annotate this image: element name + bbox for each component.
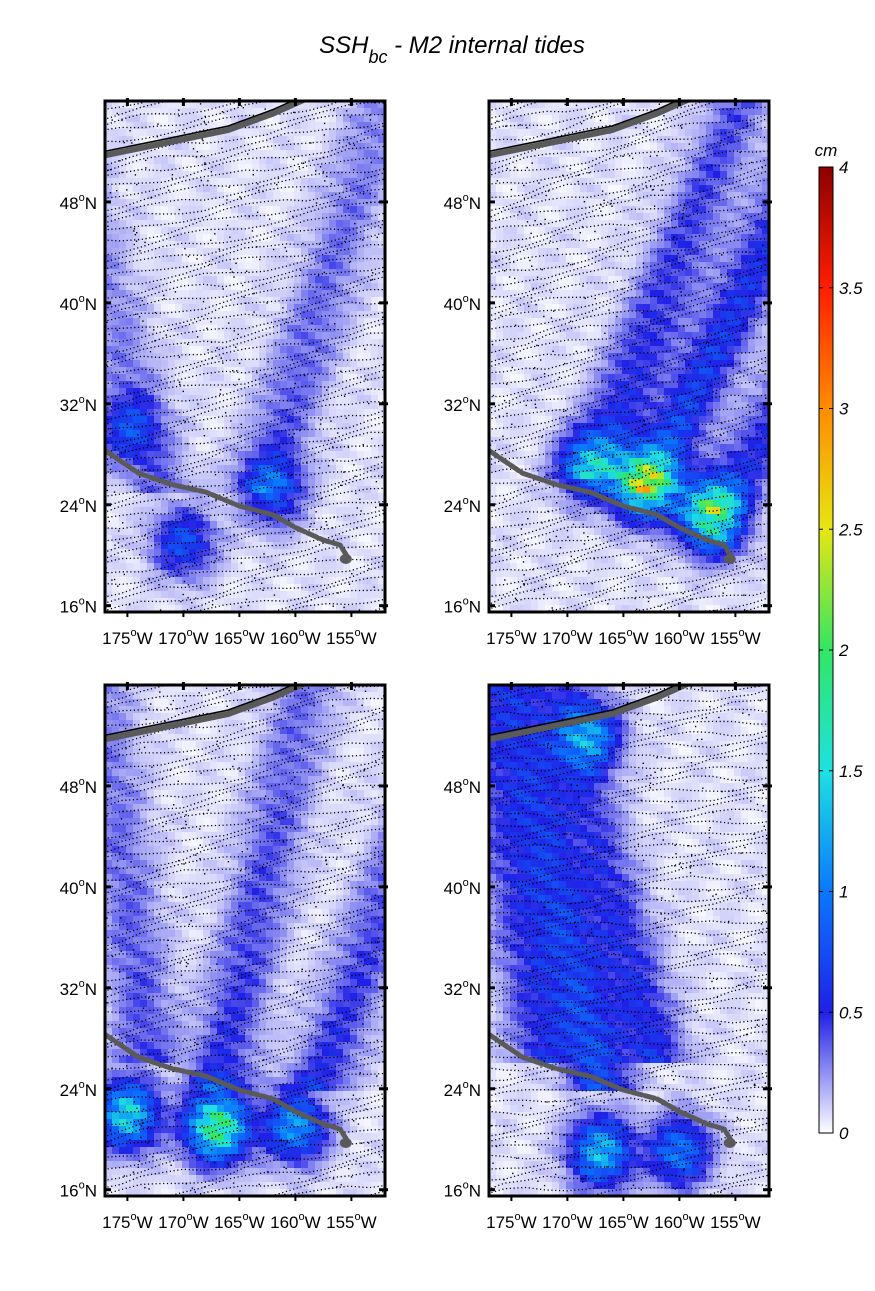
x-tick-label: 160oW [654,627,705,648]
map-panel-top-left: 16oN 24oN 32oN 40oN 48oN 175oW 170oW 165oW 160oW… [60,23,390,742]
x-tick-label: 170oW [542,1211,593,1232]
y-tick-label: 40oN [444,293,481,314]
x-tick-label: 170oW [158,1211,209,1232]
y-tick-label: 24oN [60,495,97,516]
y-tick-label: 48oN [444,192,481,213]
colorbar-tick-label: 2 [838,641,849,660]
figure-title-rest: - M2 internal tides [387,32,584,59]
colorbar-tick-label: 2.5 [838,520,863,539]
y-tick-label: 32oN [444,978,481,999]
x-tick-label: 160oW [270,627,321,648]
map-panel-bottom-right: 16oN 24oN 32oN 40oN 48oN 175oW 170oW 165oW 160oW… [444,633,774,1291]
x-tick-label: 170oW [542,627,593,648]
island-hawaii [724,1138,736,1148]
y-tick-label: 32oN [60,978,97,999]
colorbar-tick-label: 1 [839,883,848,902]
colorbar-tick-label: 0.5 [839,1003,863,1022]
y-tick-label: 16oN [444,1180,481,1201]
y-tick-label: 40oN [444,877,481,898]
x-tick-label: 175oW [102,627,153,648]
y-tick-label: 16oN [444,596,481,617]
x-tick-label: 165oW [214,627,265,648]
y-tick-label: 48oN [444,776,481,797]
colorbar-tick-label: 3.5 [839,279,863,298]
x-tick-label: 155oW [710,1211,761,1232]
colorbar: cm 0 0.5 1 1.5 2 2.5 3 3.5 4 [815,141,864,1143]
figure-title-subscript: bc [368,47,387,67]
x-tick-label: 170oW [158,627,209,648]
figure-title: SSHbc - M2 internal tides [319,32,585,67]
x-tick-label: 155oW [710,627,761,648]
x-tick-label: 175oW [486,627,537,648]
x-tick-label: 155oW [326,1211,377,1232]
x-tick-label: 165oW [214,1211,265,1232]
x-tick-label: 155oW [326,627,377,648]
map-field [100,605,390,1291]
map-field [484,633,774,1291]
island-hawaii [340,554,352,564]
y-tick-label: 16oN [60,596,97,617]
island-hawaii [724,554,736,564]
x-tick-label: 160oW [270,1211,321,1232]
colorbar-tick-label: 0 [839,1124,849,1143]
y-tick-label: 40oN [60,877,97,898]
y-tick-label: 32oN [60,394,97,415]
y-tick-label: 32oN [444,394,481,415]
y-tick-label: 24oN [60,1079,97,1100]
colorbar-tick-label: 3 [839,400,849,419]
x-tick-label: 175oW [486,1211,537,1232]
figure-title-main: SSH [319,32,369,59]
y-tick-label: 40oN [60,293,97,314]
y-tick-label: 24oN [444,1079,481,1100]
y-tick-label: 24oN [444,495,481,516]
island-hawaii [340,1138,352,1148]
y-tick-label: 16oN [60,1180,97,1201]
colorbar-tick-label: 1.5 [839,762,863,781]
map-panel-top-right: 16oN 24oN 32oN 40oN 48oN 175oW 170oW 165oW 160oW… [444,13,774,743]
y-tick-label: 48oN [60,192,97,213]
colorbar-label: cm [815,141,838,160]
colorbar-tick-label: 4 [839,158,848,177]
x-tick-label: 175oW [102,1211,153,1232]
x-tick-label: 160oW [654,1211,705,1232]
x-tick-label: 165oW [598,1211,649,1232]
x-tick-label: 165oW [598,627,649,648]
y-tick-label: 48oN [60,776,97,797]
